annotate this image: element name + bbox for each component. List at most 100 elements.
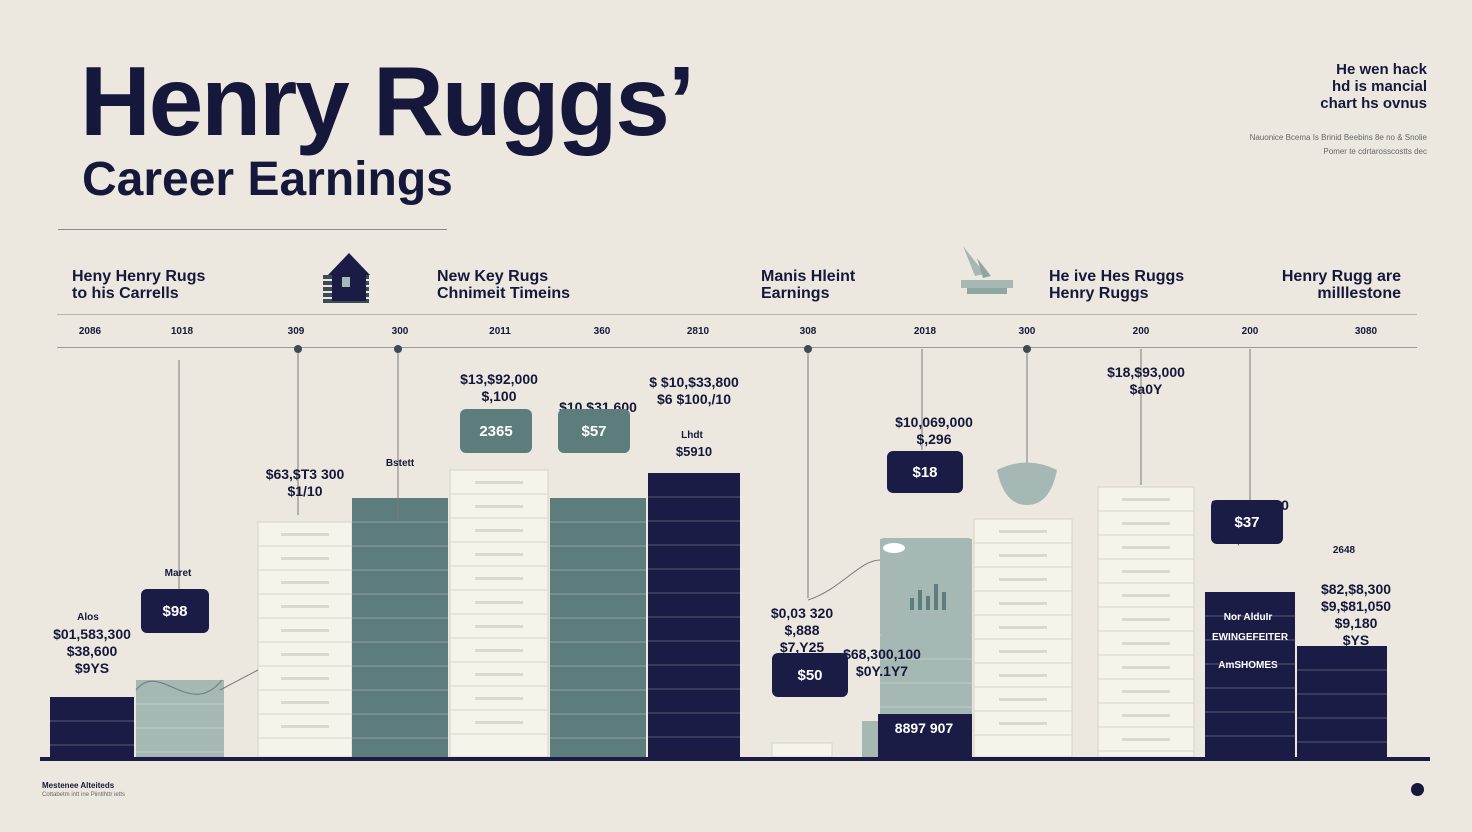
badge-label: $50 — [797, 667, 822, 684]
bar-note: 8897 907 — [895, 720, 954, 736]
year-tick-label: 300 — [1018, 326, 1036, 337]
bar-row-mark — [475, 505, 523, 508]
data-label: $1/10 — [287, 483, 322, 499]
section-heading: He ive Hes Ruggs Henry Ruggs — [1049, 268, 1184, 302]
data-label: $7,Y25 — [780, 639, 825, 655]
bar-row-mark — [281, 581, 329, 584]
badge-label: $57 — [581, 423, 606, 440]
bar-row-mark — [999, 602, 1047, 605]
section-heading-line: Earnings — [761, 285, 830, 302]
top-note-line: He wen hack — [1336, 61, 1427, 78]
trophy-cup-icon — [997, 462, 1057, 505]
data-label: $38,600 — [67, 643, 118, 659]
bar-row-mark — [1122, 498, 1170, 501]
decorative-curve — [135, 679, 223, 695]
bar — [136, 680, 224, 757]
value-badge — [887, 451, 963, 493]
section-heading-line: Heny Henry Rugs — [72, 268, 206, 285]
data-label: $YS — [1343, 632, 1369, 648]
timeline-dot — [1023, 345, 1031, 353]
year-tick-label: 2810 — [686, 326, 710, 337]
bar — [50, 697, 134, 757]
coin-icon — [883, 543, 905, 553]
bar-row-mark — [475, 721, 523, 724]
data-label: $0Y.1Y7 — [856, 663, 908, 679]
badge-label: $37 — [1234, 514, 1259, 531]
decorative-curve — [219, 669, 259, 691]
year-tick-label: 308 — [799, 326, 817, 337]
section-heading-line: Chnimeit Timeins — [437, 285, 571, 302]
bar — [973, 518, 1073, 758]
bar — [257, 521, 353, 758]
value-badge — [558, 409, 630, 453]
bar-row-mark — [999, 674, 1047, 677]
small-note-line: Nauonice Bcema Is Brinid Beebins 8e no &… — [1249, 133, 1427, 142]
data-label: $,296 — [916, 431, 951, 447]
small-note-line: Pomer te cdrtarosscostts dec — [1323, 147, 1427, 156]
footer-credit: Cottabetm intt ine Piintlhttr ietts — [42, 792, 126, 798]
bar-row-mark — [999, 530, 1047, 533]
mini-bar-icon — [926, 596, 930, 610]
house-icon — [323, 253, 370, 303]
data-label: $6 $100,/10 — [657, 391, 731, 407]
data-label: $01,583,300 — [53, 626, 131, 642]
data-label: $63,$T3 300 — [266, 466, 345, 482]
bar-row-mark — [1122, 618, 1170, 621]
title-divider — [58, 229, 447, 230]
bar — [352, 498, 448, 757]
bar-row-mark — [281, 605, 329, 608]
bar-row-mark — [1122, 690, 1170, 693]
top-note-line: chart hs ovnus — [1320, 95, 1427, 112]
value-badge — [772, 653, 848, 697]
data-label: $13,$92,000 — [460, 371, 538, 387]
value-badge — [1211, 500, 1283, 544]
year-tick-label: 2086 — [78, 326, 102, 337]
timeline-dot — [394, 345, 402, 353]
section-heading-line: Henry Rugg are — [1281, 268, 1401, 285]
timeline-axis — [57, 347, 1417, 348]
bar — [648, 473, 740, 757]
section-heading-line: New Key Rugs — [437, 268, 549, 285]
data-label: $82,$8,300 — [1321, 581, 1391, 597]
mini-bar-icon — [910, 598, 914, 610]
bar-row-mark — [999, 698, 1047, 701]
data-label: $10,069,000 — [895, 414, 973, 430]
bar-row-mark — [281, 725, 329, 728]
bar-row-mark — [475, 625, 523, 628]
header-divider — [57, 314, 1417, 315]
section-heading-line: milllestone — [1317, 285, 1401, 302]
section-heading: Heny Henry Rugs to his Carrells — [72, 268, 205, 302]
bar-row-mark — [475, 553, 523, 556]
value-badge — [460, 409, 532, 453]
bar-inner-label: AmSHOMES — [1218, 660, 1278, 671]
chart-subtitle: Career Earnings — [82, 153, 453, 206]
bar-row-mark — [475, 697, 523, 700]
bar-inner-label: EWINGEFEITER — [1212, 632, 1289, 643]
section-heading: Henry Rugg are milllestone — [1282, 268, 1401, 302]
mini-bar-icon — [934, 584, 938, 610]
timeline-dot — [804, 345, 812, 353]
bar-row-mark — [1122, 546, 1170, 549]
value-badge — [141, 589, 209, 633]
section-heading-line: He ive Hes Ruggs — [1049, 268, 1185, 285]
mini-bar-icon — [918, 590, 922, 610]
bar-row-mark — [999, 626, 1047, 629]
bar-row-mark — [999, 722, 1047, 725]
data-label: $9,$81,050 — [1321, 598, 1391, 614]
year-tick-label: 200 — [1241, 326, 1259, 337]
badge-label: $98 — [162, 603, 187, 620]
data-label: $,888 — [784, 622, 819, 638]
section-heading: Manis Hleint Earnings — [761, 268, 855, 302]
section-heading-line: Manis Hleint — [761, 268, 856, 285]
bar-row-mark — [475, 601, 523, 604]
bar-note: Bstett — [386, 458, 415, 469]
data-label: $68,300,100 — [843, 646, 921, 662]
year-tick-label: 309 — [287, 326, 305, 337]
bar-note: $5910 — [676, 444, 712, 459]
bar-row-mark — [281, 677, 329, 680]
data-label: $9YS — [75, 660, 109, 676]
year-tick-label: 2011 — [489, 326, 511, 337]
bar-row-mark — [475, 673, 523, 676]
year-tick-label: 2018 — [913, 326, 937, 337]
